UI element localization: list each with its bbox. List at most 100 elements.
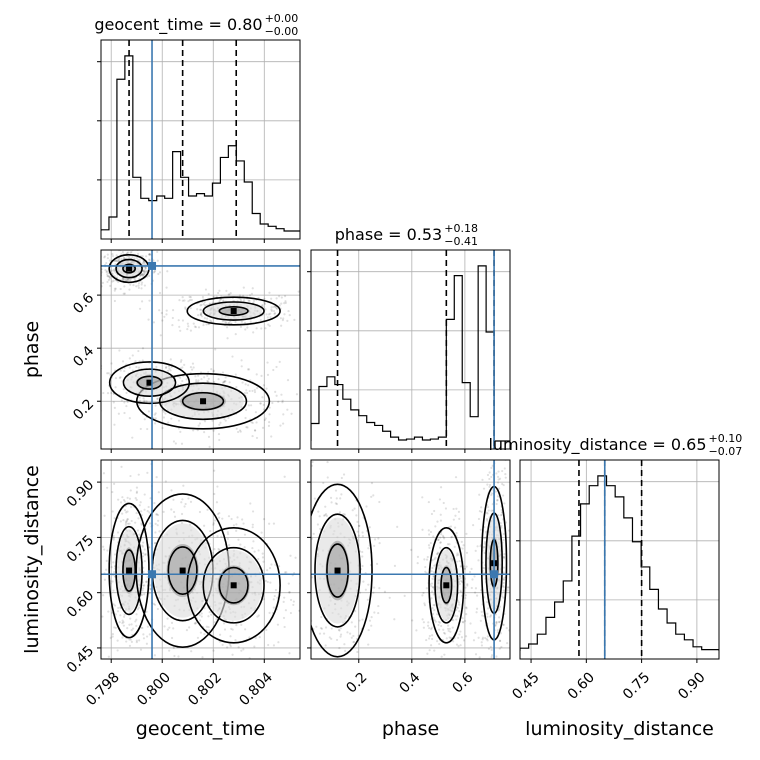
sample-point [111,490,114,494]
sample-point [485,517,489,521]
sample-point [454,614,457,617]
sample-point [144,266,147,269]
sample-point [288,590,291,594]
density-contour [181,391,225,411]
sample-point [147,410,151,413]
sample-point [174,442,177,445]
sample-point [213,469,216,472]
sample-point [513,490,515,492]
sample-point [432,574,435,578]
sample-point [324,670,326,672]
panel-frame [519,459,720,660]
sample-point [156,250,159,254]
sample-point [140,245,142,247]
sample-point [126,400,129,404]
sample-point [289,622,291,624]
sample-point [138,504,141,507]
sample-point [45,379,47,381]
sample-point [212,295,215,298]
sample-point [191,362,195,365]
sample-point [142,397,145,400]
sample-point [235,624,238,627]
sample-point [439,536,442,539]
sample-point [431,566,434,570]
sample-point [342,473,346,476]
sample-point [361,564,364,568]
sample-point [225,669,227,671]
sample-point [251,523,254,526]
sample-point [135,639,138,642]
sample-point [383,590,387,593]
sample-point [287,582,290,585]
sample-point [484,530,488,534]
sample-point [462,621,465,624]
sample-point [152,271,155,274]
sample-point [229,645,232,648]
sample-point [117,606,120,610]
density-contour [202,301,265,321]
sample-point [497,609,500,612]
sample-point [169,369,172,372]
sample-point [446,706,448,708]
sample-point [240,649,243,652]
panel-title-luminosity_distance: luminosity_distance = 0.65 +0.10−0.07 [488,432,742,458]
sample-point [227,416,230,419]
sample-point [458,582,461,586]
sample-point [140,272,144,276]
sample-point [322,481,325,485]
sample-point [506,586,509,589]
sample-point [498,620,501,624]
sample-point [134,497,137,500]
sample-point [511,593,513,595]
sample-point [249,404,253,407]
sample-point [507,586,510,589]
sample-point [106,392,110,395]
sample-point [127,279,130,282]
x-tick-label: 0.2 [343,669,370,696]
sample-point [274,563,277,566]
sample-point [129,617,132,620]
sample-point [112,603,115,606]
sample-point [234,639,237,642]
sample-point [486,639,489,642]
sample-point [113,406,116,409]
sample-point [126,518,129,521]
sample-point [111,254,115,258]
sample-point [247,299,250,302]
sample-point [489,615,492,618]
sample-point [283,625,286,629]
sample-point [449,636,452,639]
sample-point [137,349,140,353]
sample-point [486,612,489,615]
sample-point [494,624,497,627]
sample-point [334,489,338,492]
sample-point [140,281,144,284]
sample-point [322,377,324,379]
sample-point [138,533,141,536]
sample-point [282,422,285,425]
sample-point [433,558,436,561]
sample-point [500,645,503,649]
sample-point [438,642,441,646]
sample-point [368,526,371,529]
sample-point [355,514,358,517]
sample-point [303,652,305,654]
sample-point [500,524,503,527]
sample-point [273,594,276,598]
sample-point [164,412,167,415]
sample-point [122,443,124,445]
sample-point [143,272,146,275]
sample-point [284,609,287,612]
sample-point [123,401,126,404]
sample-point [442,535,445,539]
sample-point [96,570,98,572]
sample-point [284,301,287,304]
sample-point [197,314,200,317]
panel-frame [100,249,301,450]
sample-point [318,515,321,518]
sample-point [219,298,223,301]
sample-point [116,639,119,642]
sample-point [148,511,151,514]
sample-point [504,476,507,479]
sample-point [463,619,467,623]
